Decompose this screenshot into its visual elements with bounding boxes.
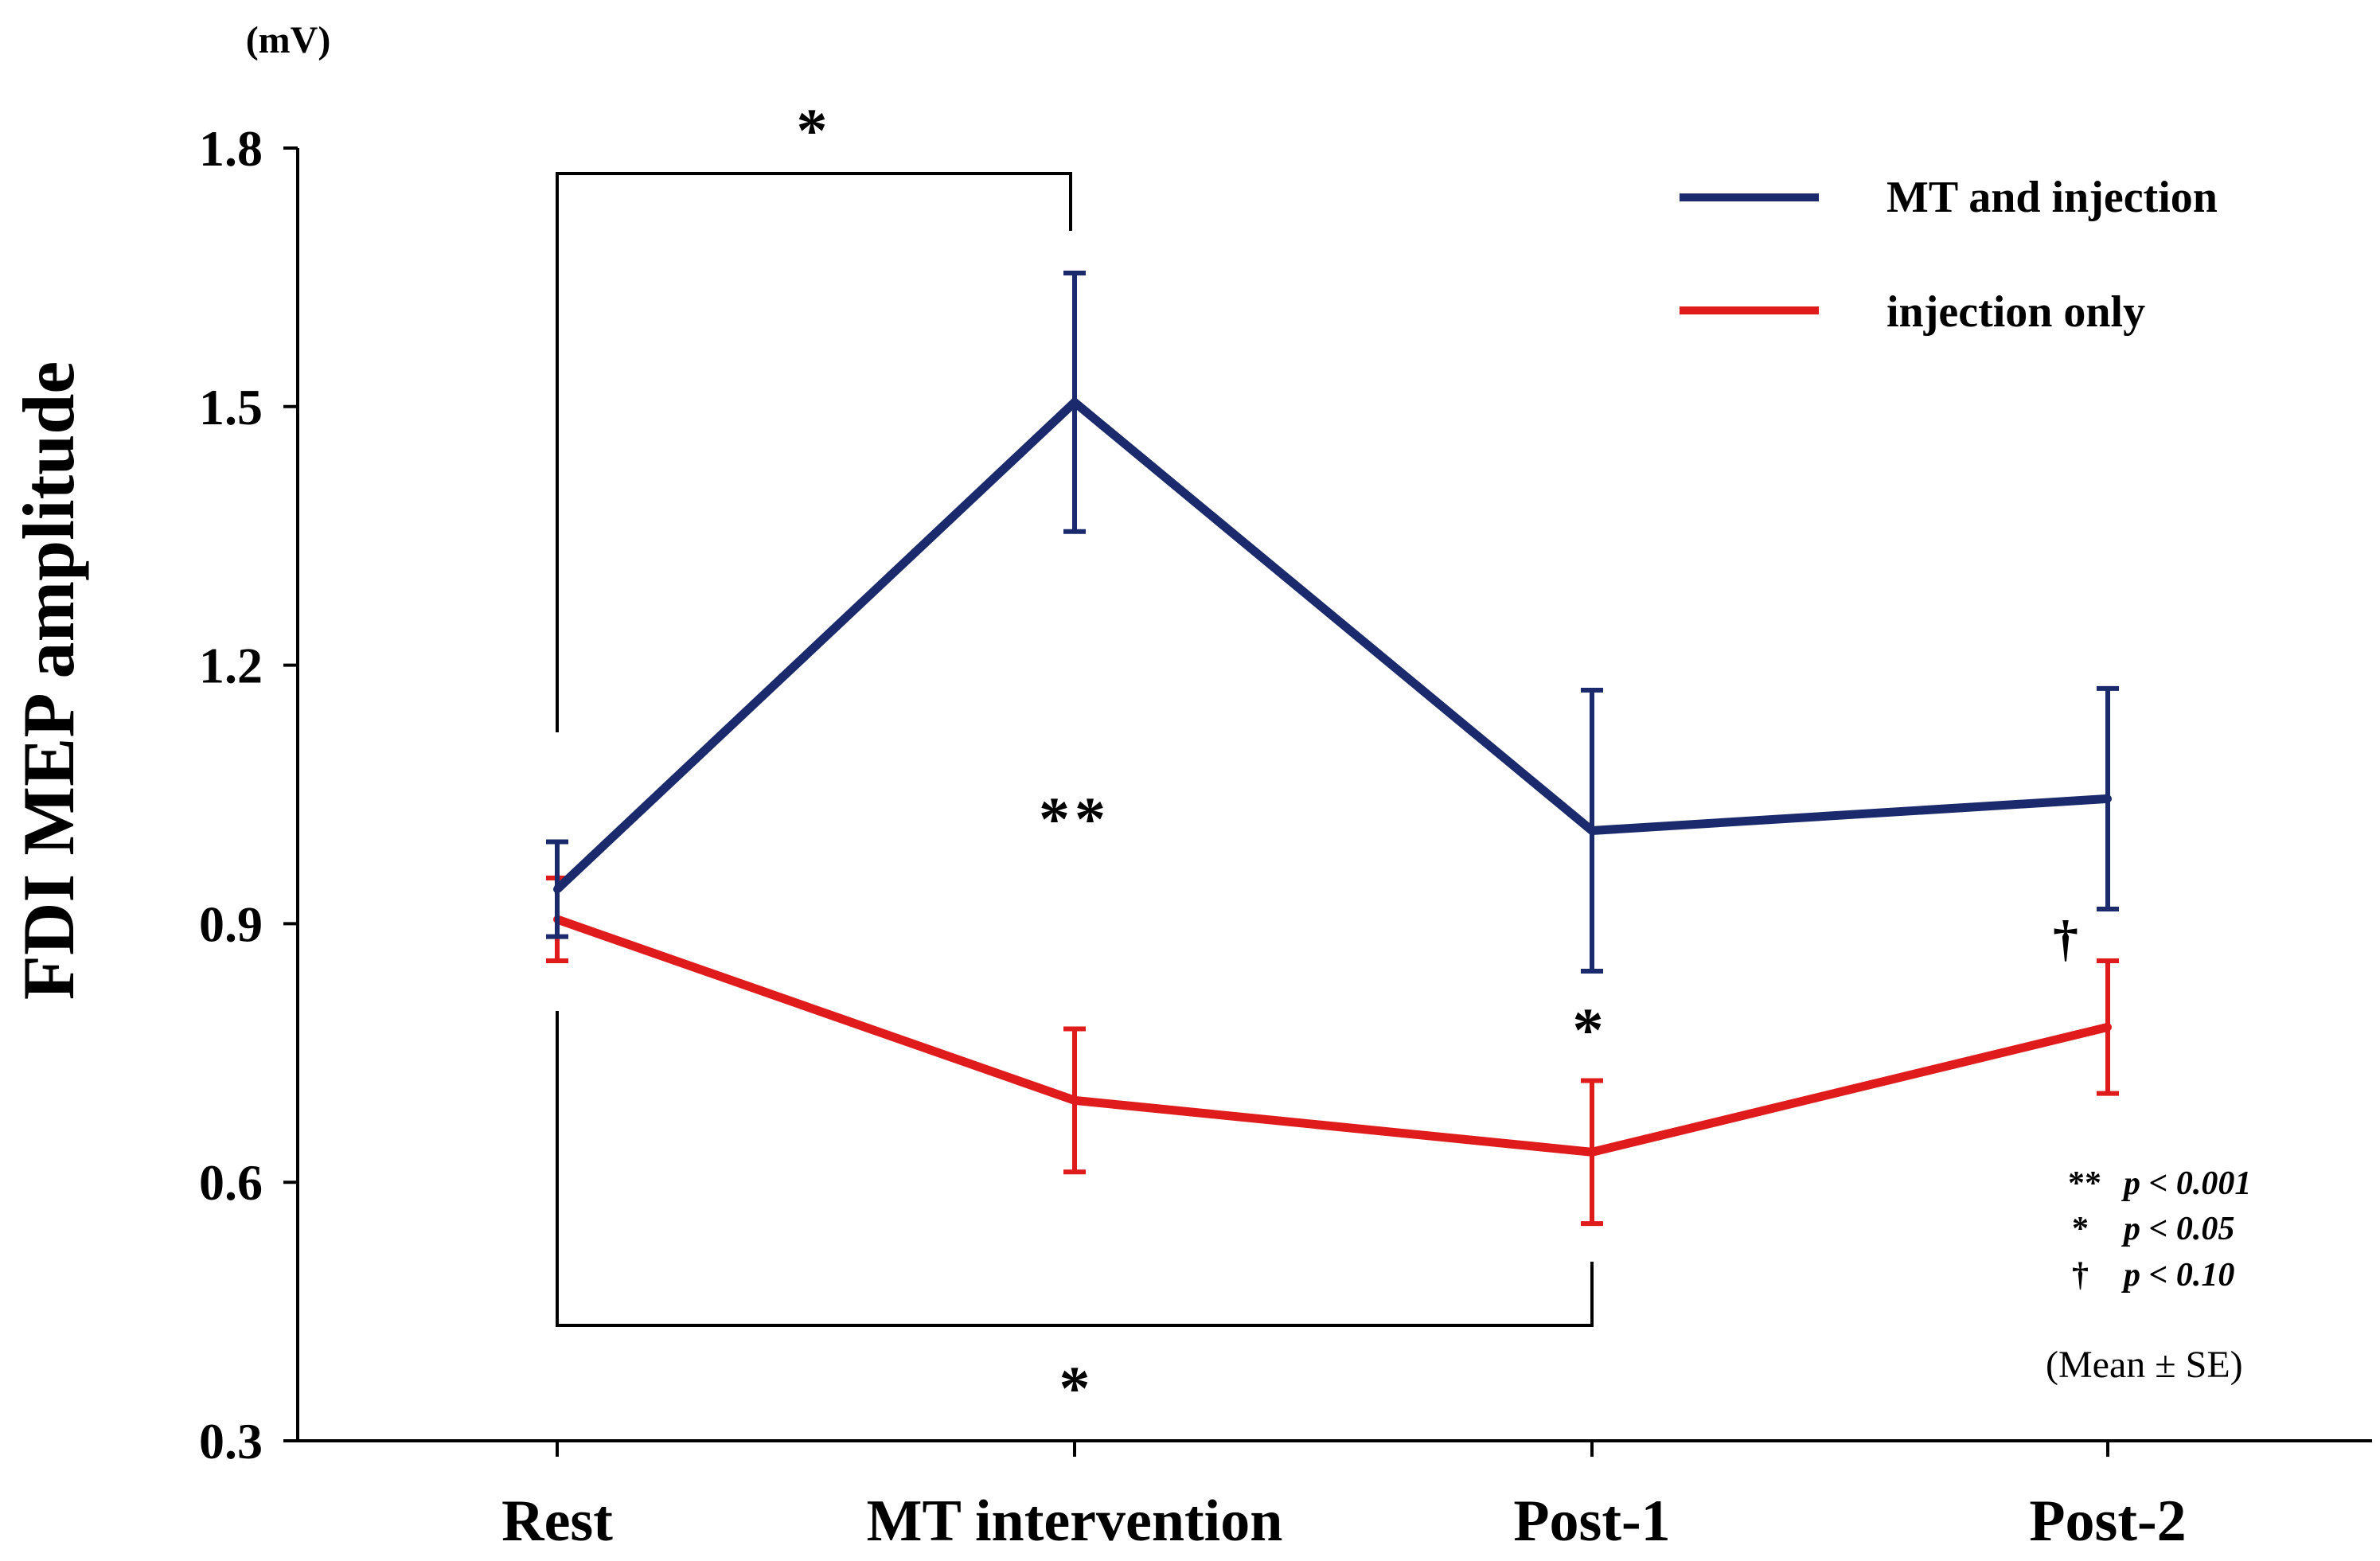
bracket-top-star: * [797,96,828,165]
x-tick-label-2: Post-1 [1513,1489,1670,1554]
series-line-injection-only [556,915,2109,1157]
x-tick-label-0: Rest [501,1489,613,1554]
y-tick-label-1: 0.6 [199,1154,263,1211]
legend-label-mt-and-injection: MT and injection [1886,173,2218,222]
bracket-bottom-star: * [1059,1353,1091,1422]
data-point-mt-and-injection-0 [553,885,561,894]
significance-key: ** p < 0.001 * p < 0.05 † p < 0.10 (Mean… [2046,1165,2251,1386]
sig-text-2: p < 0.05 [2121,1211,2234,1247]
mean-se-note: (Mean ± SE) [2046,1344,2243,1386]
series-injection-only [546,876,2119,1227]
series-line-mt-and-injection [554,396,2109,893]
sig-symbol-3: † [2072,1257,2089,1294]
post2-dagger: † [2053,910,2078,966]
bracket-bottom [556,1011,1594,1327]
data-point-mt-and-injection-2 [1588,826,1596,835]
mt-intervention-star: ** [1039,784,1110,853]
sig-symbol-2: * [2072,1211,2089,1247]
data-point-mt-and-injection-1 [1071,398,1079,407]
y-axis-label: FDI MEP amplitude [8,361,89,1000]
post1-star: * [1573,995,1604,1064]
legend: MT and injection injection only [1680,173,2218,337]
bracket-top [556,172,1072,732]
y-axis-unit: (mV) [246,19,331,61]
data-point-injection-only-2 [1588,1148,1596,1157]
sig-text-1: p < 0.001 [2121,1165,2251,1202]
y-tick-label-2: 0.9 [199,896,263,952]
data-point-mt-and-injection-3 [2104,794,2112,803]
sig-symbol-1: ** [2068,1165,2101,1202]
y-tick-label-4: 1.5 [199,379,263,435]
data-point-injection-only-1 [1071,1096,1079,1105]
series-mt-and-injection [546,270,2119,974]
y-tick-label-3: 1.2 [199,638,263,694]
y-tick-label-0: 0.3 [199,1413,263,1469]
data-point-injection-only-3 [2104,1023,2112,1032]
y-tick-label-5: 1.8 [199,120,263,177]
legend-label-injection-only: injection only [1886,287,2145,337]
x-tick-label-1: MT intervention [867,1489,1283,1554]
x-tick-label-3: Post-2 [2029,1489,2186,1554]
sig-text-3: p < 0.10 [2121,1257,2234,1294]
